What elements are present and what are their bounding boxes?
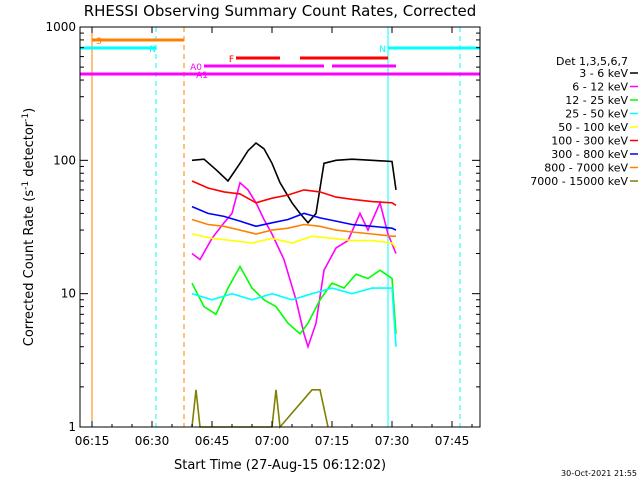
chart-title: RHESSI Observing Summary Count Rates, Co… (84, 2, 477, 20)
series-line-3 (191, 287, 397, 347)
x-tick-label-5: 07:30 (375, 434, 410, 448)
flag-label-0: S (96, 37, 102, 47)
x-tick-label-4: 07:15 (315, 434, 350, 448)
flag-label-5: A0 (190, 63, 202, 73)
legend-entry-0: 3 - 6 keV (579, 67, 628, 80)
legend-entry-7: 800 - 7000 keV (544, 162, 628, 175)
legend-entry-2: 12 - 25 keV (565, 94, 628, 107)
flag-label-7: A1 (196, 71, 208, 81)
series-line-4 (191, 233, 397, 249)
series-line-2 (191, 264, 397, 335)
series-line-6 (191, 205, 397, 231)
legend-entry-3: 25 - 50 keV (565, 108, 628, 121)
x-tick-label-3: 07:00 (255, 434, 290, 448)
legend-entry-4: 50 - 100 keV (558, 121, 628, 134)
legend-entry-8: 7000 - 15000 keV (530, 175, 628, 188)
legend-entry-5: 100 - 300 keV (551, 135, 628, 148)
series-line-0 (191, 141, 397, 225)
x-tick-label-2: 06:45 (195, 434, 230, 448)
plot-frame (79, 26, 481, 428)
y-tick-label-0: 1 (68, 420, 76, 434)
x-tick-label-6: 07:45 (435, 434, 470, 448)
legend-entry-1: 6 - 12 keV (572, 81, 628, 94)
y-tick-label-1: 10 (61, 287, 76, 301)
series-line-5 (191, 180, 397, 206)
series-line-7 (191, 218, 396, 237)
legend-title: Det 1,3,5,6,7 (556, 55, 628, 68)
flag-label-1: N (149, 45, 156, 55)
flag-label-3: F (229, 55, 234, 65)
axis-ticks: 06:15 06:30 06:45 07:00 07:15 07:30 07:45 1 10 10… (45, 20, 480, 448)
series-line-1 (191, 181, 397, 350)
y-tick-label-3: 1000 (45, 20, 76, 34)
flag-label-2: N (379, 45, 386, 55)
x-axis-label: Start Time (27-Aug-15 06:12:02) (174, 458, 386, 473)
legend-entry-6: 300 - 800 keV (551, 148, 628, 161)
timestamp: 30-Oct-2021 21:55 (561, 469, 637, 478)
y-axis-label: Corrected Count Rate (s-1 detector-1) (21, 108, 37, 346)
x-tick-label-1: 06:30 (135, 434, 170, 448)
x-tick-label-0: 06:15 (75, 434, 110, 448)
y-tick-label-2: 100 (53, 153, 76, 167)
series-line-8 (191, 389, 329, 429)
